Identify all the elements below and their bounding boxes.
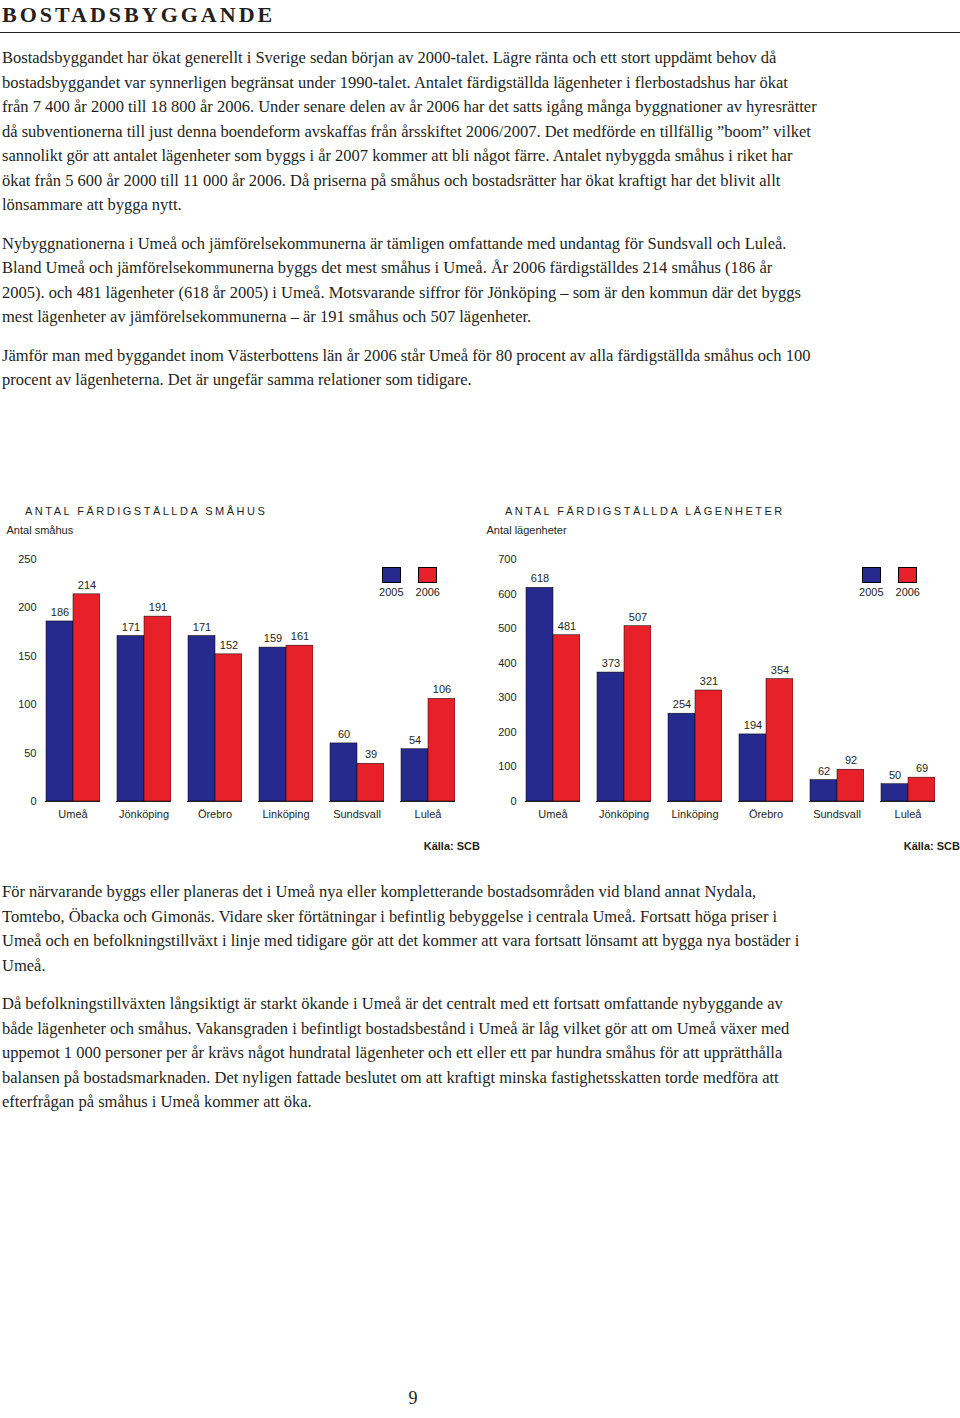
svg-text:171: 171: [193, 620, 211, 632]
svg-text:92: 92: [845, 754, 857, 766]
svg-text:50: 50: [24, 747, 36, 759]
svg-text:152: 152: [220, 639, 238, 651]
svg-text:150: 150: [18, 650, 36, 662]
svg-text:507: 507: [629, 611, 647, 623]
svg-text:60: 60: [338, 728, 350, 740]
svg-text:Sundsvall: Sundsvall: [333, 808, 381, 820]
html-text:ANTAL FÄRDIGSTÄLLDA SMÅHUS: ANTAL FÄRDIGSTÄLLDA SMÅHUS: [25, 505, 268, 517]
svg-text:0: 0: [30, 795, 36, 807]
html-text:ANTAL FÄRDIGSTÄLLDA LÄGENHETER: ANTAL FÄRDIGSTÄLLDA LÄGENHETER: [505, 505, 785, 517]
svg-text:Linköping: Linköping: [262, 808, 309, 820]
svg-text:321: 321: [700, 675, 718, 687]
svg-text:171: 171: [122, 620, 140, 632]
svg-text:62: 62: [818, 765, 830, 777]
svg-text:100: 100: [18, 698, 36, 710]
svg-text:Örebro: Örebro: [198, 808, 232, 820]
svg-text:0: 0: [510, 795, 516, 807]
svg-text:161: 161: [291, 630, 309, 642]
svg-text:214: 214: [78, 579, 96, 591]
svg-text:194: 194: [744, 719, 762, 731]
html-text:2006: 2006: [895, 586, 920, 598]
html-text:Källa: SCB: Källa: SCB: [903, 840, 960, 852]
svg-text:Linköping: Linköping: [671, 808, 718, 820]
svg-text:200: 200: [498, 726, 516, 738]
html-text:BOSTADSBYGGANDE: BOSTADSBYGGANDE: [2, 2, 276, 27]
svg-text:Antal småhus: Antal småhus: [7, 524, 74, 536]
html-text:2005: 2005: [859, 586, 884, 598]
html-text:Då befolkningstillväxten långs: Då befolkningstillväxten långsiktigt är …: [2, 994, 790, 1111]
svg-text:254: 254: [673, 698, 691, 710]
svg-text:400: 400: [498, 657, 516, 669]
svg-text:159: 159: [264, 632, 282, 644]
html-text:2006: 2006: [415, 586, 440, 598]
svg-text:500: 500: [498, 622, 516, 634]
svg-text:373: 373: [602, 657, 620, 669]
svg-text:354: 354: [771, 664, 789, 676]
svg-text:Umeå: Umeå: [538, 808, 568, 820]
svg-text:106: 106: [433, 683, 451, 695]
svg-text:481: 481: [558, 620, 576, 632]
svg-text:Örebro: Örebro: [749, 808, 783, 820]
html-text:För närvarande byggs eller pla: För närvarande byggs eller planeras det …: [2, 882, 800, 975]
svg-text:700: 700: [498, 553, 516, 565]
svg-text:39: 39: [365, 748, 377, 760]
html-text:Jämför man med byggandet inom: Jämför man med byggandet inom Västerbott…: [2, 345, 811, 389]
svg-text:Jönköping: Jönköping: [119, 808, 169, 820]
svg-text:Sundsvall: Sundsvall: [813, 808, 861, 820]
svg-text:618: 618: [531, 572, 549, 584]
svg-text:250: 250: [18, 553, 36, 565]
svg-text:Jönköping: Jönköping: [599, 808, 649, 820]
svg-text:Antal lägenheter: Antal lägenheter: [487, 524, 567, 536]
svg-text:191: 191: [149, 601, 167, 613]
svg-text:Umeå: Umeå: [58, 808, 88, 820]
svg-text:200: 200: [18, 601, 36, 613]
html-text:2005: 2005: [379, 586, 404, 598]
svg-text:600: 600: [498, 588, 516, 600]
svg-text:69: 69: [916, 762, 928, 774]
svg-text:186: 186: [51, 606, 69, 618]
svg-text:54: 54: [409, 734, 421, 746]
html-text:9: 9: [408, 1388, 418, 1408]
html-text:Källa: SCB: Källa: SCB: [423, 840, 480, 852]
html-text:Bostadsbyggandet har ökat gene: Bostadsbyggandet har ökat generellt i Sv…: [2, 48, 817, 214]
svg-text:50: 50: [889, 769, 901, 781]
svg-text:Luleå: Luleå: [415, 808, 443, 820]
html-text:Nybyggnationerna i Umeå och jä: Nybyggnationerna i Umeå och jämförelseko…: [2, 233, 801, 326]
svg-text:100: 100: [498, 760, 516, 772]
svg-text:Luleå: Luleå: [895, 808, 923, 820]
svg-text:300: 300: [498, 691, 516, 703]
